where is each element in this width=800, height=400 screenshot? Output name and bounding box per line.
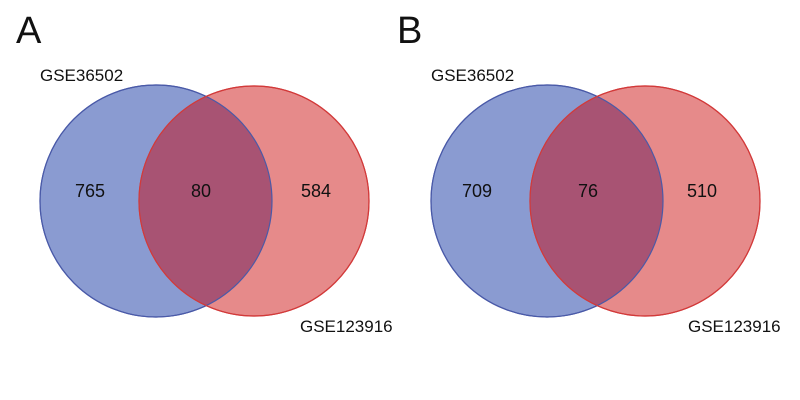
count-left-only-b: 709 bbox=[462, 181, 492, 201]
count-right-only-b: 510 bbox=[687, 181, 717, 201]
count-right-only-a: 584 bbox=[301, 181, 331, 201]
count-left-only-a: 765 bbox=[75, 181, 105, 201]
set-outline-gse123916-a bbox=[138, 85, 370, 317]
set-label-left-a: GSE36502 bbox=[40, 66, 123, 85]
set-outline-gse123916-b bbox=[529, 85, 761, 317]
set-outline-gse36502-a bbox=[39, 84, 273, 318]
overlap-region-a bbox=[139, 86, 272, 316]
venn-panel-b: B GSE36502 GSE123916 709 76 510 bbox=[397, 10, 781, 336]
count-overlap-b: 76 bbox=[578, 181, 598, 201]
set-label-right-a: GSE123916 bbox=[300, 317, 393, 336]
set-label-left-b: GSE36502 bbox=[431, 66, 514, 85]
venn-panel-a: A GSE36502 GSE123916 765 80 584 bbox=[16, 10, 393, 336]
overlap-region-b bbox=[530, 86, 663, 316]
panel-letter-b: B bbox=[397, 10, 422, 52]
set-outline-gse36502-b bbox=[430, 84, 664, 318]
panel-letter-a: A bbox=[16, 10, 42, 52]
count-overlap-a: 80 bbox=[191, 181, 211, 201]
set-label-right-b: GSE123916 bbox=[688, 317, 781, 336]
